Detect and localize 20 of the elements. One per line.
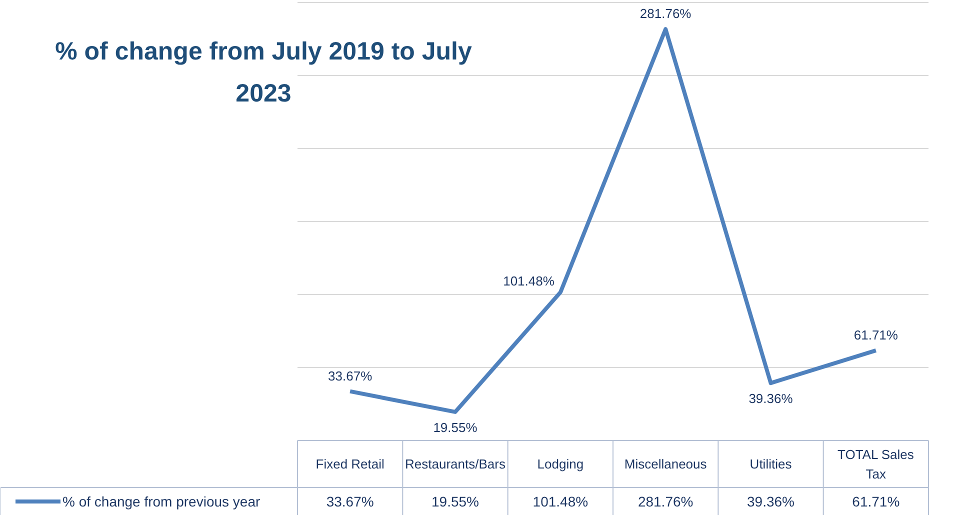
x-tick-label: Lodging bbox=[537, 456, 584, 472]
data-label: 101.48% bbox=[532, 494, 588, 510]
data-label: 281.76% bbox=[638, 494, 694, 510]
data-label: 61.71% bbox=[852, 494, 900, 510]
data-label: 19.55% bbox=[432, 494, 479, 510]
legend-label: % of change from previous year bbox=[62, 494, 260, 510]
x-tick-label: Fixed Retail bbox=[316, 456, 385, 472]
x-tick-label: Miscellaneous bbox=[624, 456, 708, 472]
text: 19.55% bbox=[433, 420, 478, 435]
x-tick-label: TOTAL Sales Tax bbox=[838, 446, 914, 482]
text: 281.76% bbox=[640, 6, 692, 22]
text: 33.67% bbox=[328, 368, 372, 384]
text: 61.71% bbox=[854, 327, 898, 342]
x-tick-label: Restaurants/Bars bbox=[405, 456, 506, 472]
text: % of change from July 2019 to July 2023 bbox=[55, 38, 472, 108]
x-tick-label: Utilities bbox=[750, 456, 792, 472]
text: 101.48% bbox=[503, 273, 554, 288]
data-label: 33.67% bbox=[326, 494, 374, 510]
data-label: 39.36% bbox=[747, 494, 794, 510]
text: 39.36% bbox=[748, 391, 793, 406]
